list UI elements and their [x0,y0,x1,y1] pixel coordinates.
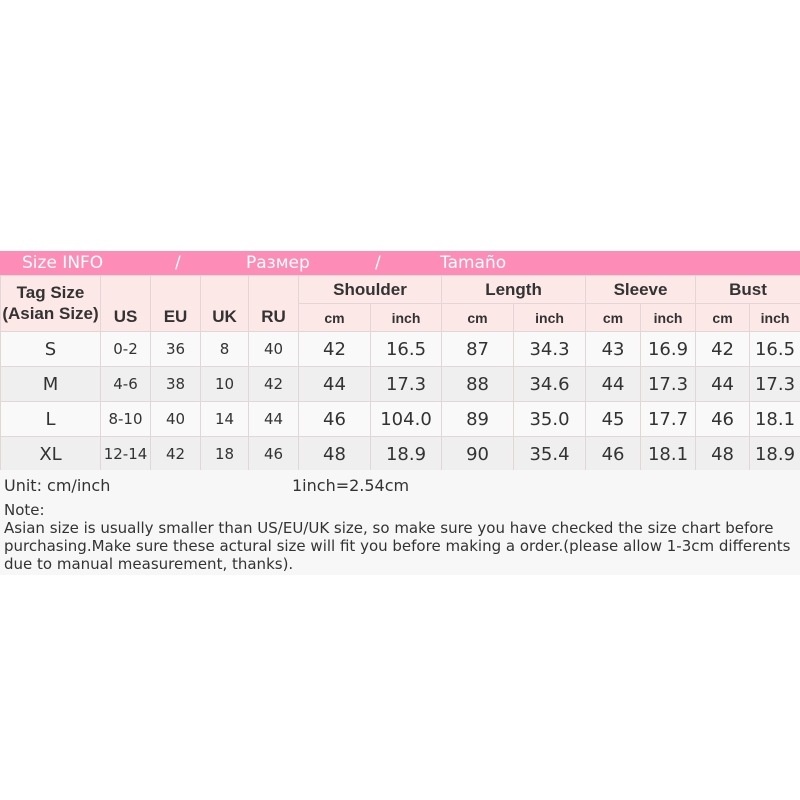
table-cell: M [0,366,101,402]
table-cell: 35.4 [513,436,587,472]
table-cell: 8-10 [100,401,151,437]
table-cell: 42 [298,331,371,367]
table-row: XL 12-14 42 18 46 48 18.9 90 35.4 46 18.1 48 18.9 [0,436,800,472]
unit-text: Unit: cm/inch [4,476,111,495]
table-cell: 40 [248,331,299,367]
header-inch: inch [369,303,443,332]
table-cell: 40 [150,401,201,437]
table-cell: 8 [200,331,249,367]
note-label: Note: [4,501,45,519]
header-sleeve: Sleeve [585,275,697,304]
header-length: Length [441,275,587,304]
table-cell: 45 [585,401,642,437]
conversion-text: 1inch=2.54cm [292,476,410,495]
table-cell: S [0,331,101,367]
table-cell: 18.1 [749,401,800,437]
table-cell: 90 [441,436,515,472]
table-cell: 48 [695,436,751,472]
header-inch: inch [749,303,800,332]
table-cell: 38 [150,366,201,402]
table-cell: 44 [248,401,299,437]
table-cell: 10 [200,366,249,402]
header-cm: cm [298,303,371,332]
header-eu: EU [150,275,201,332]
table-cell: 46 [585,436,642,472]
table-row: M 4-6 38 10 42 44 17.3 88 34.6 44 17.3 44 17.3 [0,366,800,402]
table-cell: 42 [695,331,751,367]
table-cell: 14 [200,401,249,437]
header-uk: UK [200,275,249,332]
table-cell: 17.7 [640,401,697,437]
table-cell: 16.5 [369,331,443,367]
header-cm: cm [441,303,515,332]
table-cell: 4-6 [100,366,151,402]
header-bust: Bust [695,275,800,304]
table-cell: 43 [585,331,642,367]
banner-title-en: Size INFO [22,253,104,273]
header-us: US [100,275,151,332]
table-cell: 12-14 [100,436,151,472]
note-text: Asian size is usually smaller than US/EU… [4,519,791,573]
table-cell: L [0,401,101,437]
table-cell: 88 [441,366,515,402]
banner-separator: / [175,253,181,273]
table-cell: 48 [298,436,371,472]
table-cell: 18.9 [749,436,800,472]
table-cell: 17.3 [369,366,443,402]
table-cell: 16.9 [640,331,697,367]
header-cm: cm [695,303,751,332]
size-chart-table: Tag Size (Asian Size) US EU UK RU Should… [0,275,800,472]
table-cell: 18 [200,436,249,472]
table-cell: 16.5 [749,331,800,367]
table-cell: 46 [248,436,299,472]
notes-section: Unit: cm/inch 1inch=2.54cm Note: Asian s… [0,470,800,575]
note-body: Note: Asian size is usually smaller than… [4,501,800,573]
header-inch: inch [513,303,587,332]
table-cell: 18.1 [640,436,697,472]
banner-title-es: Tamaño [440,253,507,273]
table-row: S 0-2 36 8 40 42 16.5 87 34.3 43 16.9 42 16.5 [0,331,800,367]
table-cell: 36 [150,331,201,367]
table-cell: 87 [441,331,515,367]
table-cell: 17.3 [749,366,800,402]
header-cm: cm [585,303,642,332]
table-cell: 34.3 [513,331,587,367]
banner-title-ru: Размер [246,253,310,273]
table-cell: 42 [150,436,201,472]
table-row: L 8-10 40 14 44 46 104.0 89 35.0 45 17.7 46 18.1 [0,401,800,437]
table-cell: 17.3 [640,366,697,402]
table-cell: 35.0 [513,401,587,437]
table-cell: 104.0 [369,401,443,437]
table-cell: 44 [585,366,642,402]
banner-separator: / [375,253,381,273]
table-cell: 44 [298,366,371,402]
table-cell: 46 [695,401,751,437]
table-cell: 42 [248,366,299,402]
header-shoulder: Shoulder [297,275,443,304]
size-info-banner: Size INFO / Размер / Tamaño [0,251,800,275]
header-inch: inch [640,303,697,332]
table-cell: 18.9 [369,436,443,472]
table-cell: 0-2 [100,331,151,367]
table-cell: XL [0,436,101,472]
header-tag-size: Tag Size (Asian Size) [0,275,101,332]
table-cell: 44 [695,366,751,402]
header-ru: RU [248,275,299,332]
table-cell: 34.6 [513,366,587,402]
table-cell: 46 [298,401,371,437]
table-cell: 89 [441,401,515,437]
